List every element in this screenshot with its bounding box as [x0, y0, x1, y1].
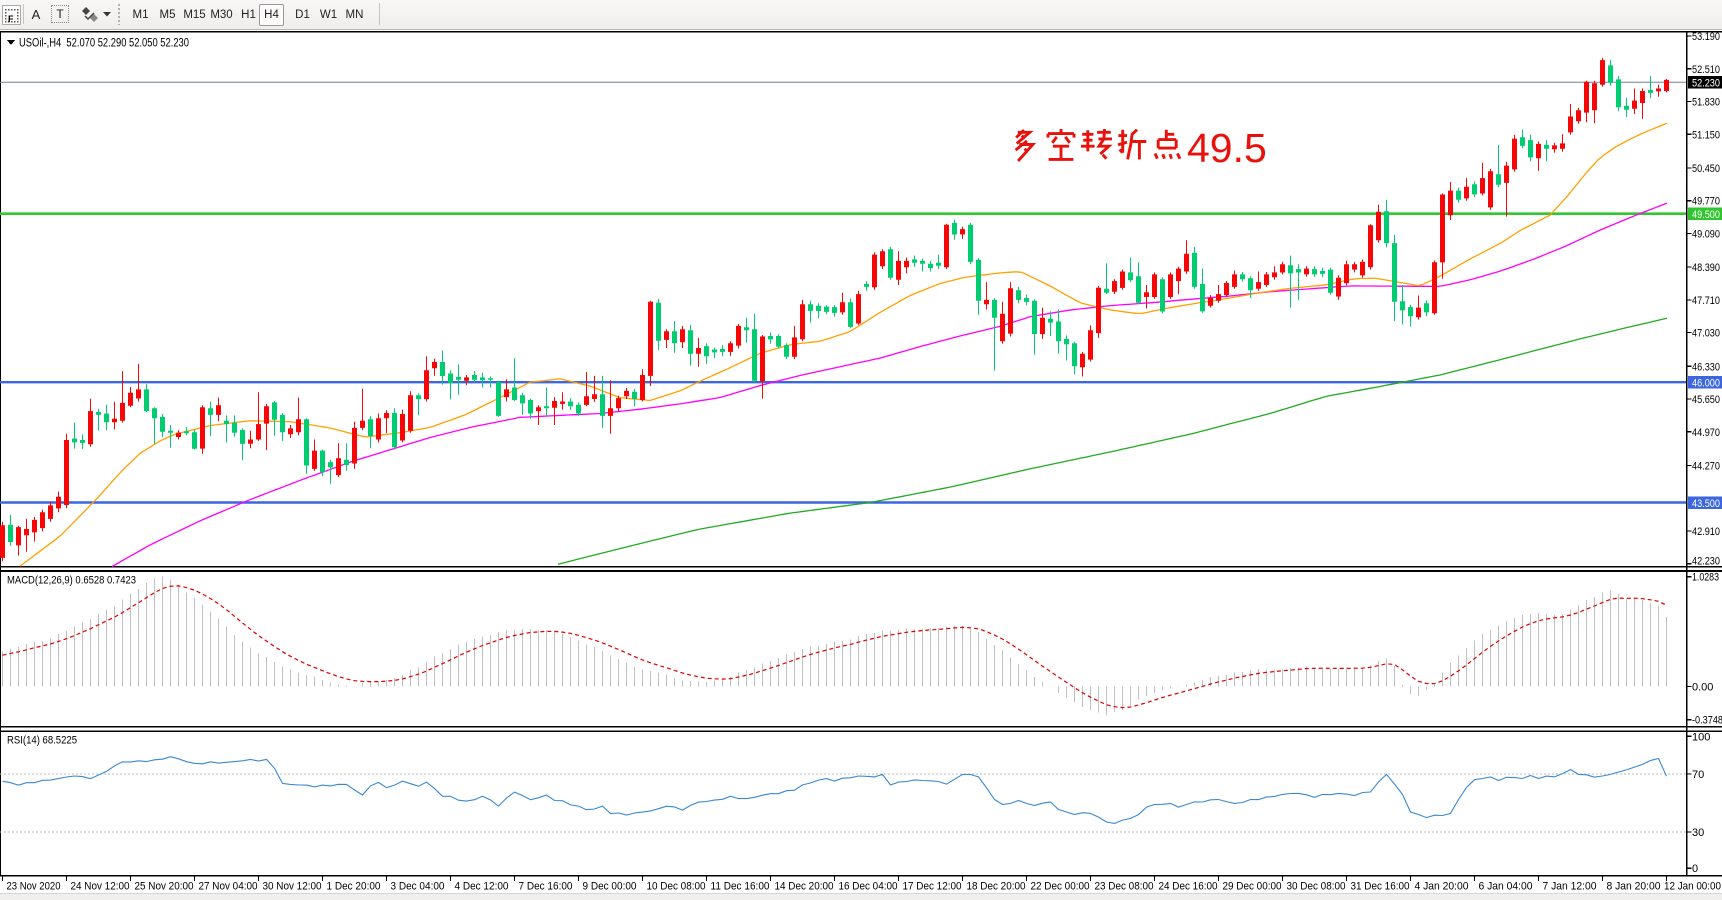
svg-text:10 Dec 08:00: 10 Dec 08:00: [647, 881, 706, 893]
svg-text:44.970: 44.970: [1692, 427, 1720, 439]
svg-text:8 Jan 20:00: 8 Jan 20:00: [1607, 881, 1661, 893]
svg-text:49.500: 49.500: [1692, 209, 1720, 221]
svg-text:52.230: 52.230: [1692, 78, 1720, 90]
svg-text:23 Nov 2020: 23 Nov 2020: [7, 881, 61, 893]
svg-text:16 Dec 04:00: 16 Dec 04:00: [839, 881, 898, 893]
svg-text:29 Dec 00:00: 29 Dec 00:00: [1223, 881, 1282, 893]
svg-text:49.5: 49.5: [1187, 125, 1267, 171]
svg-text:USOil-,H4 52.070 52.290 52.05: USOil-,H4 52.070 52.290 52.050 52.230: [19, 38, 189, 50]
svg-text:12 Jan 00:00: 12 Jan 00:00: [1664, 881, 1721, 893]
svg-text:46.000: 46.000: [1692, 378, 1720, 390]
svg-text:0.00: 0.00: [1692, 682, 1713, 694]
svg-text:48.390: 48.390: [1692, 262, 1720, 274]
svg-text:27 Nov 04:00: 27 Nov 04:00: [199, 881, 258, 893]
svg-text:24 Nov 12:00: 24 Nov 12:00: [71, 881, 130, 893]
svg-text:30 Dec 08:00: 30 Dec 08:00: [1287, 881, 1346, 893]
svg-text:7 Jan 12:00: 7 Jan 12:00: [1543, 881, 1597, 893]
svg-text:49.090: 49.090: [1692, 228, 1720, 240]
svg-text:51.830: 51.830: [1692, 97, 1720, 109]
svg-text:47.030: 47.030: [1692, 328, 1720, 340]
svg-text:45.650: 45.650: [1692, 394, 1720, 406]
svg-text:18 Dec 20:00: 18 Dec 20:00: [967, 881, 1026, 893]
svg-text:1.0283: 1.0283: [1692, 572, 1719, 584]
svg-text:100: 100: [1692, 731, 1710, 743]
svg-text:42.230: 42.230: [1692, 556, 1720, 568]
svg-text:MACD(12,26,9) 0.6528 0.7423: MACD(12,26,9) 0.6528 0.7423: [7, 575, 136, 587]
svg-text:6 Jan 04:00: 6 Jan 04:00: [1479, 881, 1533, 893]
svg-text:14 Dec 20:00: 14 Dec 20:00: [775, 881, 834, 893]
svg-text:23 Dec 08:00: 23 Dec 08:00: [1095, 881, 1154, 893]
svg-text:24 Dec 16:00: 24 Dec 16:00: [1159, 881, 1218, 893]
svg-text:4 Jan 20:00: 4 Jan 20:00: [1415, 881, 1469, 893]
svg-text:46.330: 46.330: [1692, 361, 1720, 373]
svg-text:22 Dec 00:00: 22 Dec 00:00: [1031, 881, 1090, 893]
svg-text:47.710: 47.710: [1692, 295, 1720, 307]
svg-text:3 Dec 04:00: 3 Dec 04:00: [391, 881, 445, 893]
svg-text:44.270: 44.270: [1692, 461, 1720, 473]
svg-text:11 Dec 16:00: 11 Dec 16:00: [711, 881, 770, 893]
svg-text:25 Nov 20:00: 25 Nov 20:00: [135, 881, 194, 893]
svg-text:RSI(14) 68.5225: RSI(14) 68.5225: [7, 735, 77, 747]
svg-text:53.190: 53.190: [1692, 31, 1720, 43]
svg-text:43.500: 43.500: [1692, 498, 1720, 510]
svg-text:0: 0: [1692, 863, 1698, 875]
svg-text:49.770: 49.770: [1692, 196, 1720, 208]
svg-text:70: 70: [1692, 769, 1704, 781]
svg-text:30 Nov 12:00: 30 Nov 12:00: [263, 881, 322, 893]
svg-text:42.910: 42.910: [1692, 526, 1720, 538]
svg-text:4 Dec 12:00: 4 Dec 12:00: [455, 881, 509, 893]
svg-text:51.150: 51.150: [1692, 129, 1720, 141]
svg-text:31 Dec 16:00: 31 Dec 16:00: [1351, 881, 1410, 893]
svg-text:7 Dec 16:00: 7 Dec 16:00: [519, 881, 573, 893]
svg-text:F: F: [8, 14, 14, 23]
svg-text:50.450: 50.450: [1692, 163, 1720, 175]
svg-text:17 Dec 12:00: 17 Dec 12:00: [903, 881, 962, 893]
svg-text:30: 30: [1692, 827, 1704, 839]
svg-text:-0.3748: -0.3748: [1692, 715, 1722, 727]
svg-text:9 Dec 00:00: 9 Dec 00:00: [583, 881, 637, 893]
svg-text:1 Dec 20:00: 1 Dec 20:00: [327, 881, 381, 893]
svg-text:52.510: 52.510: [1692, 64, 1720, 76]
